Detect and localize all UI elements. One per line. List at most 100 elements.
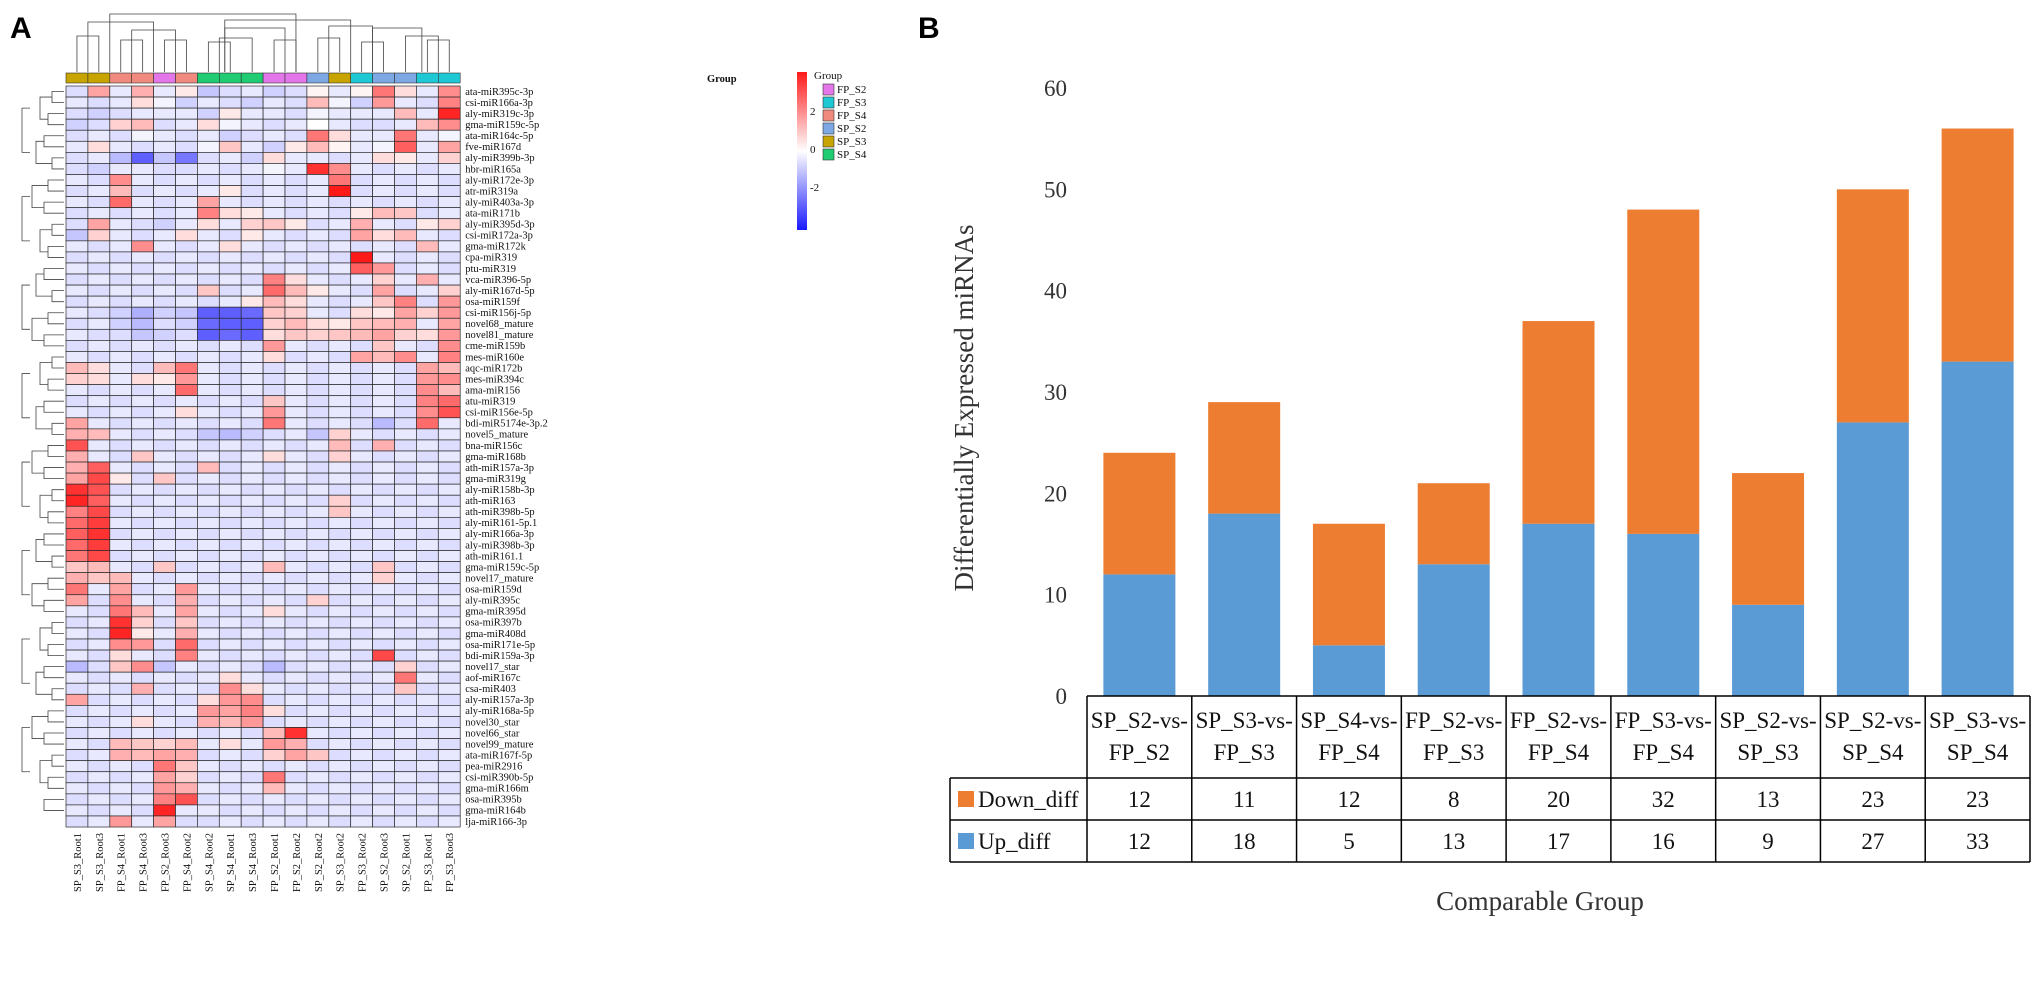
heatmap-cell	[175, 174, 198, 186]
dendrogram-branch	[43, 798, 64, 811]
heatmap-cell	[175, 716, 198, 728]
heatmap-cell	[372, 760, 395, 773]
heatmap-cell	[394, 572, 417, 585]
heatmap-cell	[218, 727, 242, 739]
heatmap-cell	[306, 351, 330, 363]
heatmap-cell	[372, 196, 395, 209]
heatmap-cell	[197, 406, 220, 419]
heatmap-cell	[175, 616, 198, 629]
heatmap-cell	[65, 284, 89, 297]
heatmap-cell	[109, 406, 133, 419]
heatmap-cell	[350, 129, 373, 142]
heatmap-cell	[328, 140, 352, 153]
heatmap-cell	[218, 251, 242, 264]
heatmap-cell	[240, 594, 264, 607]
heatmap-cell	[87, 450, 111, 463]
heatmap-cell	[284, 727, 308, 739]
heatmap-cell	[197, 627, 220, 640]
y-tick-label: 50	[1044, 177, 1067, 202]
heatmap-cell	[153, 129, 176, 142]
heatmap-cell	[262, 815, 286, 828]
heatmap-cell	[306, 550, 330, 562]
heatmap-cell	[394, 583, 417, 596]
table-legend-swatch	[958, 791, 974, 807]
category-label: FP_S4	[1528, 740, 1590, 765]
column-label: SP_S3_Root1	[73, 833, 84, 892]
heatmap-cell	[306, 627, 330, 640]
heatmap-cell	[328, 328, 352, 341]
heatmap-cell	[372, 572, 395, 585]
dendrogram-branch	[39, 229, 52, 253]
heatmap-cell	[131, 129, 154, 142]
heatmap-cell	[437, 649, 461, 662]
heatmap-cell	[131, 483, 154, 496]
heatmap-cell	[240, 284, 264, 297]
heatmap-cell	[350, 605, 373, 618]
table-legend-swatch	[958, 833, 974, 849]
heatmap-cell	[328, 317, 352, 330]
heatmap-cell	[328, 284, 352, 297]
heatmap-cell	[131, 196, 154, 209]
heatmap-cell	[350, 483, 373, 496]
heatmap-cell	[153, 771, 176, 784]
heatmap-cell	[87, 561, 111, 573]
dendrogram-branch	[31, 185, 48, 209]
heatmap-cell	[218, 185, 242, 197]
heatmap-cell	[350, 727, 373, 739]
row-label: novel66_star	[465, 728, 520, 739]
heatmap-cell	[153, 616, 176, 629]
heatmap-cell	[109, 516, 133, 529]
heatmap-cell	[284, 660, 308, 673]
heatmap-cell	[416, 229, 439, 242]
heatmap-cell	[350, 207, 373, 220]
heatmap-cell	[109, 572, 133, 585]
heatmap-cell	[87, 627, 111, 640]
heatmap-cell	[197, 295, 220, 308]
heatmap-cell	[131, 716, 154, 728]
heatmap-cell	[284, 494, 308, 507]
category-label: SP_S4	[1842, 740, 1904, 765]
heatmap-cell	[262, 638, 286, 651]
heatmap-cell	[394, 461, 417, 474]
heatmap-cell	[197, 539, 220, 551]
heatmap-cell	[437, 185, 461, 197]
heatmap-cell	[240, 85, 264, 98]
heatmap-cell	[350, 262, 373, 275]
heatmap-cell	[394, 450, 417, 463]
heatmap-cell	[262, 118, 286, 131]
heatmap-cell	[306, 693, 330, 706]
heatmap-cell	[131, 749, 154, 762]
heatmap-cell	[437, 163, 461, 175]
heatmap-cell	[284, 174, 308, 186]
row-label: aly-miR403a-3p	[465, 197, 534, 208]
heatmap-cell	[240, 262, 264, 275]
bar-up-diff	[1627, 533, 1700, 696]
dendrogram-branch	[224, 19, 352, 72]
row-label: novel30_star	[465, 717, 520, 728]
heatmap-cell	[284, 295, 308, 308]
heatmap-cell	[153, 96, 176, 109]
dendrogram-branch	[35, 406, 52, 430]
heatmap-cell	[328, 660, 352, 673]
heatmap-cell	[262, 362, 286, 374]
heatmap-cell	[240, 539, 264, 551]
heatmap-cell	[394, 561, 417, 573]
column-label: FP_S3_Root3	[445, 833, 456, 892]
heatmap-cell	[306, 638, 330, 651]
heatmap-cell	[197, 494, 220, 507]
heatmap-cell	[437, 561, 461, 573]
heatmap-cell	[218, 284, 242, 297]
heatmap-cell	[350, 682, 373, 695]
heatmap-cell	[87, 782, 111, 795]
heatmap-cell	[372, 362, 395, 374]
heatmap-cell	[284, 152, 308, 164]
heatmap-cell	[372, 129, 395, 142]
heatmap-cell	[175, 96, 198, 109]
heatmap-cell	[175, 450, 198, 463]
heatmap-cell	[240, 550, 264, 562]
heatmap-cell	[197, 705, 220, 717]
group-legend-label: FP_S4	[837, 110, 867, 122]
heatmap-cell	[416, 572, 439, 585]
heatmap-cell	[240, 140, 264, 153]
row-label: ath-miR398b-5p	[465, 507, 534, 518]
